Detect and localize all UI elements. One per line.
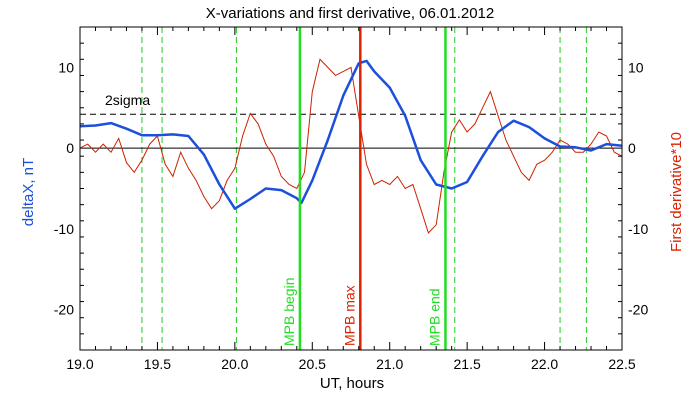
x-tick-label: 22.5 <box>608 356 635 372</box>
y-tick-label-right: 10 <box>628 59 644 75</box>
x-axis-label: UT, hours <box>320 375 384 392</box>
y-axis-label-right: First derivative*10 <box>668 132 685 252</box>
derivative-series-line <box>79 58 623 234</box>
deltax-series-line <box>79 59 623 210</box>
x-tick-label: 20.5 <box>299 356 326 372</box>
axis-layer: 19.0 19.5 20.0 20.5 21.0 21.5 22.0 22.5 -20 -20 -1… <box>54 26 648 372</box>
y-axis-label-left: deltaX, nT <box>20 158 37 226</box>
x-tick-label: 21.0 <box>376 356 403 372</box>
sigma-label: 2sigma <box>105 92 150 108</box>
chart-title: X-variations and first derivative, 06.01… <box>206 5 495 22</box>
y-tick-label-right: -10 <box>628 221 648 237</box>
y-tick-label-right: -20 <box>628 302 648 318</box>
x-tick-label: 19.0 <box>66 356 93 372</box>
x-tick-label: 22.0 <box>531 356 558 372</box>
mpb-max-label: MPB max <box>341 285 357 346</box>
series-layer <box>79 58 623 234</box>
x-tick-label: 19.5 <box>144 356 171 372</box>
y-tick-label-right: 0 <box>628 140 636 156</box>
y-tick-label-left: -20 <box>54 302 74 318</box>
y-tick-label-left: -10 <box>54 221 74 237</box>
x-tick-label: 20.0 <box>221 356 248 372</box>
mpb-begin-label: MPB begin <box>281 278 297 346</box>
y-tick-label-left: 10 <box>58 59 74 75</box>
y-tick-label-left: 0 <box>66 140 74 156</box>
x-tick-label: 21.5 <box>454 356 481 372</box>
mpb-end-label: MPB end <box>426 288 442 346</box>
marker-layer: MPB begin MPB max MPB end <box>281 27 447 350</box>
